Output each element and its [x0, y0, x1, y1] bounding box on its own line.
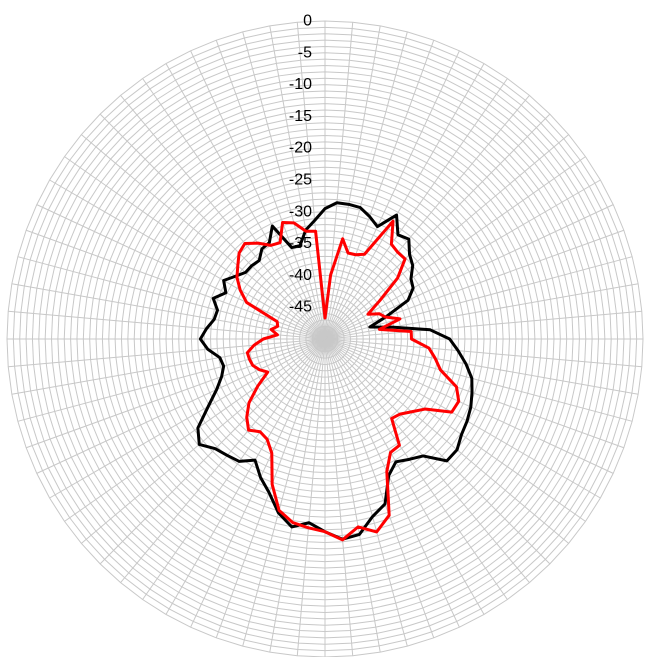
grid-spoke [324, 338, 633, 422]
grid-spoke [324, 338, 485, 615]
grid-spoke [120, 338, 326, 583]
grid-spoke [324, 338, 460, 628]
series-line-2 [235, 219, 461, 542]
grid-spoke [324, 256, 633, 340]
grid-spoke [324, 338, 551, 565]
grid-spoke [324, 338, 569, 544]
radial-tick-label: -5 [298, 44, 312, 61]
grid-spoke [17, 338, 326, 422]
grid-spoke [215, 40, 326, 340]
radial-tick-label: -35 [289, 235, 312, 252]
grid-spoke [8, 310, 326, 340]
grid-spoke [324, 338, 381, 653]
grid-spoke [324, 283, 639, 340]
radial-tick-label: -15 [289, 108, 312, 125]
radial-tick-label: -40 [289, 267, 312, 284]
grid-spoke [165, 338, 326, 615]
grid-spoke [99, 113, 326, 340]
grid-spoke [142, 78, 326, 340]
grid-spoke [324, 338, 408, 647]
grid-spoke [324, 204, 614, 340]
grid-spoke [324, 338, 530, 583]
polar-grid [6, 20, 644, 657]
grid-spoke [324, 338, 614, 474]
grid-spoke [99, 338, 326, 565]
radial-tick-labels: 0 -5 -10 -15 -20 -25 -30 -35 -40 -45 [289, 13, 312, 316]
grid-spoke [120, 95, 326, 340]
radial-tick-label: 0 [303, 13, 312, 30]
grid-spoke [165, 63, 326, 340]
grid-spoke [215, 338, 326, 638]
grid-spoke [242, 31, 326, 340]
grid-spoke [81, 338, 326, 544]
grid-spoke [324, 338, 642, 368]
grid-spoke [11, 338, 326, 395]
grid-spoke [324, 40, 435, 340]
grid-spoke [324, 338, 508, 600]
grid-spoke [142, 338, 326, 600]
grid-spoke [324, 310, 642, 340]
grid-spoke [17, 256, 326, 340]
grid-spoke [324, 338, 435, 638]
radial-tick-label: -25 [289, 172, 312, 189]
grid-spoke [26, 338, 326, 449]
grid-spoke [324, 113, 551, 340]
grid-spoke [81, 134, 326, 340]
grid-spoke [190, 338, 326, 628]
grid-spoke [324, 156, 586, 340]
grid-spoke [269, 25, 326, 340]
grid-spoke [64, 338, 326, 522]
grid-spoke [324, 338, 639, 395]
grid-spoke [324, 134, 569, 340]
grid-spoke [324, 50, 460, 340]
grid-spoke [324, 31, 408, 340]
grid-spoke [324, 63, 485, 340]
radial-tick-label: -45 [289, 299, 312, 316]
grid-spoke [36, 338, 326, 474]
grid-spoke [64, 156, 326, 340]
grid-spoke [296, 338, 326, 656]
radial-tick-label: -30 [289, 203, 312, 220]
grid-spoke [242, 338, 326, 647]
grid-spoke [324, 78, 508, 340]
grid-spoke [324, 338, 586, 522]
grid-spoke [324, 338, 601, 499]
grid-spoke [324, 338, 354, 656]
radial-tick-label: -20 [289, 140, 312, 157]
grid-spoke [49, 338, 326, 499]
grid-spoke [324, 95, 530, 340]
grid-spoke [324, 229, 624, 340]
grid-spoke [36, 204, 326, 340]
grid-spoke [324, 338, 624, 449]
series-layer [196, 201, 474, 542]
grid-spoke [190, 50, 326, 340]
grid-spoke [49, 179, 326, 340]
grid-spoke [324, 25, 381, 340]
radial-tick-label: -10 [289, 76, 312, 93]
grid-spoke [269, 338, 326, 653]
grid-spoke [8, 338, 326, 368]
